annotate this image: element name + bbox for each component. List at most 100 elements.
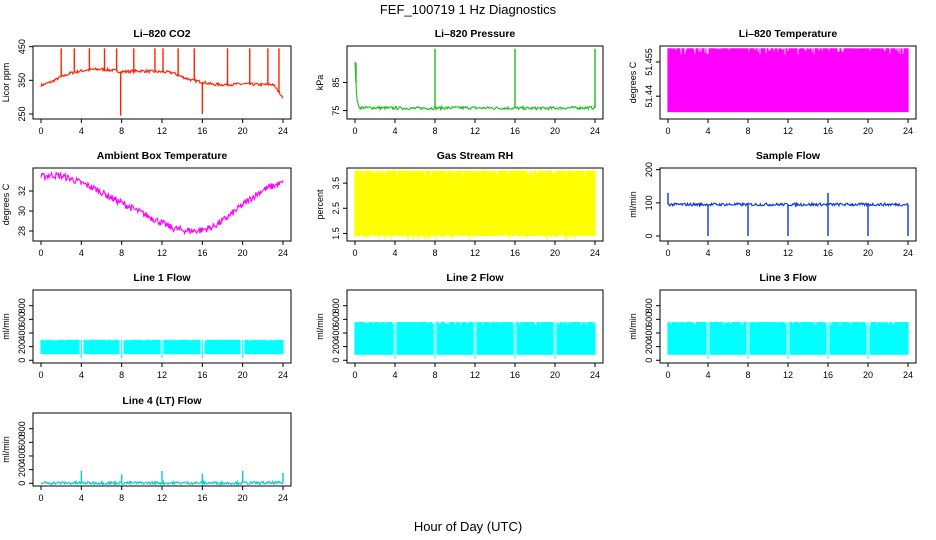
panel-title: Line 3 Flow xyxy=(759,272,817,284)
x-tick-label: 0 xyxy=(352,126,357,136)
x-tick-label: 24 xyxy=(590,370,600,380)
x-tick-label: 16 xyxy=(197,493,207,503)
x-tick-label: 24 xyxy=(278,248,288,258)
y-tick-label: 400 xyxy=(331,325,341,340)
panel-4: Ambient Box Temperature degrees C 0 4 8 12 16 2… xyxy=(1,150,292,258)
x-tick-label: 16 xyxy=(823,248,833,258)
x-tick-label: 20 xyxy=(863,126,873,136)
y-tick-label: 1.5 xyxy=(331,227,341,240)
x-tick-label: 16 xyxy=(510,370,520,380)
x-tick-label: 4 xyxy=(705,248,710,258)
y-tick-label: 350 xyxy=(17,73,27,88)
y-tick-label: 28 xyxy=(17,226,27,236)
x-tick-label: 4 xyxy=(79,493,84,503)
panel-5: Gas Stream RH percent 0 4 8 12 16 20 24 1.5 2.5 3.5 xyxy=(315,150,604,258)
panel-title: Sample Flow xyxy=(756,150,821,162)
panel-ylabel: ml/min xyxy=(1,313,11,340)
series-group xyxy=(354,322,596,359)
panel-3: Li–820 Temperature degrees C 0 4 8 12 16 20 24 51… xyxy=(628,28,917,136)
series-group xyxy=(40,339,284,359)
panel-title: Li–820 Temperature xyxy=(739,28,838,40)
x-tick-label: 0 xyxy=(38,248,43,258)
y-tick-label: 600 xyxy=(644,312,654,327)
panel-6: Sample Flow ml/min 0 4 8 12 16 20 24 0 100 200 xyxy=(628,150,917,258)
x-tick-label: 24 xyxy=(903,370,913,380)
panel-title: Line 2 Flow xyxy=(446,272,504,284)
x-tick-label: 8 xyxy=(745,126,750,136)
x-tick-label: 24 xyxy=(590,248,600,258)
y-tick-label: 250 xyxy=(17,106,27,121)
x-tick-label: 8 xyxy=(119,248,124,258)
y-tick-label: 400 xyxy=(17,448,27,463)
y-tick-label: 85 xyxy=(331,77,341,87)
x-tick-label: 8 xyxy=(432,370,437,380)
x-tick-label: 0 xyxy=(665,370,670,380)
x-tick-label: 0 xyxy=(352,248,357,258)
y-tick-label: 51.455 xyxy=(644,48,654,76)
panel-ylabel: ml/min xyxy=(628,313,638,340)
panel-title: Li–820 Pressure xyxy=(435,28,516,40)
panel-7: Line 1 Flow ml/min 0 4 8 12 16 20 24 0 20040060080… xyxy=(1,272,292,380)
x-tick-label: 4 xyxy=(79,248,84,258)
panel-ylabel: ml/min xyxy=(1,436,11,463)
y-tick-label: 200 xyxy=(644,162,654,177)
x-tick-label: 12 xyxy=(157,493,167,503)
y-tick-label: 100 xyxy=(644,195,654,210)
panel-title: Line 4 (LT) Flow xyxy=(122,395,202,407)
panel-ylabel: percent xyxy=(315,189,325,220)
figure-xlabel: Hour of Day (UTC) xyxy=(414,519,522,534)
panel-title: Ambient Box Temperature xyxy=(97,150,228,162)
x-tick-label: 4 xyxy=(79,126,84,136)
x-tick-label: 0 xyxy=(352,370,357,380)
y-tick-label: 800 xyxy=(17,298,27,313)
y-tick-label: 2.5 xyxy=(331,202,341,215)
x-tick-label: 12 xyxy=(470,248,480,258)
y-tick-label: 400 xyxy=(17,325,27,340)
x-tick-label: 20 xyxy=(238,248,248,258)
x-tick-label: 12 xyxy=(157,248,167,258)
y-tick-label: 0 xyxy=(17,358,27,363)
y-tick-label: 600 xyxy=(17,435,27,450)
y-tick-label: 75 xyxy=(331,106,341,116)
y-tick-label: 51.44 xyxy=(644,85,654,108)
series-group xyxy=(354,170,596,240)
series-line xyxy=(354,61,596,112)
panel-10: Line 4 (LT) Flow ml/min 0 4 8 12 16 20 24 0 200400… xyxy=(1,395,292,503)
panel-1: Li–820 CO2 Licor ppm 0 4 8 12 16 20 24 250 350 450 xyxy=(1,28,292,136)
panel-8: Line 2 Flow ml/min 0 4 8 12 16 20 24 0 20040060080… xyxy=(315,272,604,380)
panel-9: Line 3 Flow ml/min 0 4 8 12 16 20 24 0 20040060080… xyxy=(628,272,917,380)
series-group xyxy=(667,322,909,359)
series-line xyxy=(40,170,284,236)
series-line xyxy=(40,66,284,99)
x-tick-label: 12 xyxy=(157,126,167,136)
x-tick-label: 24 xyxy=(590,126,600,136)
panel-ylabel: ml/min xyxy=(315,313,325,340)
x-tick-label: 0 xyxy=(38,370,43,380)
panel-ylabel: degrees C xyxy=(628,61,638,103)
x-tick-label: 8 xyxy=(745,370,750,380)
x-tick-label: 12 xyxy=(783,248,793,258)
x-tick-label: 16 xyxy=(510,126,520,136)
x-tick-label: 4 xyxy=(392,248,397,258)
x-tick-label: 16 xyxy=(197,126,207,136)
x-tick-label: 12 xyxy=(470,370,480,380)
x-tick-label: 16 xyxy=(823,370,833,380)
figure-title: FEF_100719 1 Hz Diagnostics xyxy=(380,2,557,17)
y-tick-label: 450 xyxy=(17,39,27,54)
x-tick-label: 24 xyxy=(903,126,913,136)
x-tick-label: 16 xyxy=(823,126,833,136)
x-tick-label: 0 xyxy=(665,126,670,136)
x-tick-label: 12 xyxy=(783,370,793,380)
x-tick-label: 8 xyxy=(119,493,124,503)
series-group xyxy=(354,48,596,112)
x-tick-label: 20 xyxy=(550,370,560,380)
y-tick-label: 200 xyxy=(331,339,341,354)
x-tick-label: 24 xyxy=(278,370,288,380)
y-tick-label: 200 xyxy=(644,339,654,354)
x-tick-label: 0 xyxy=(38,126,43,136)
x-tick-label: 4 xyxy=(392,126,397,136)
panel-title: Line 1 Flow xyxy=(133,272,191,284)
series-group xyxy=(667,192,909,237)
x-tick-label: 8 xyxy=(432,248,437,258)
